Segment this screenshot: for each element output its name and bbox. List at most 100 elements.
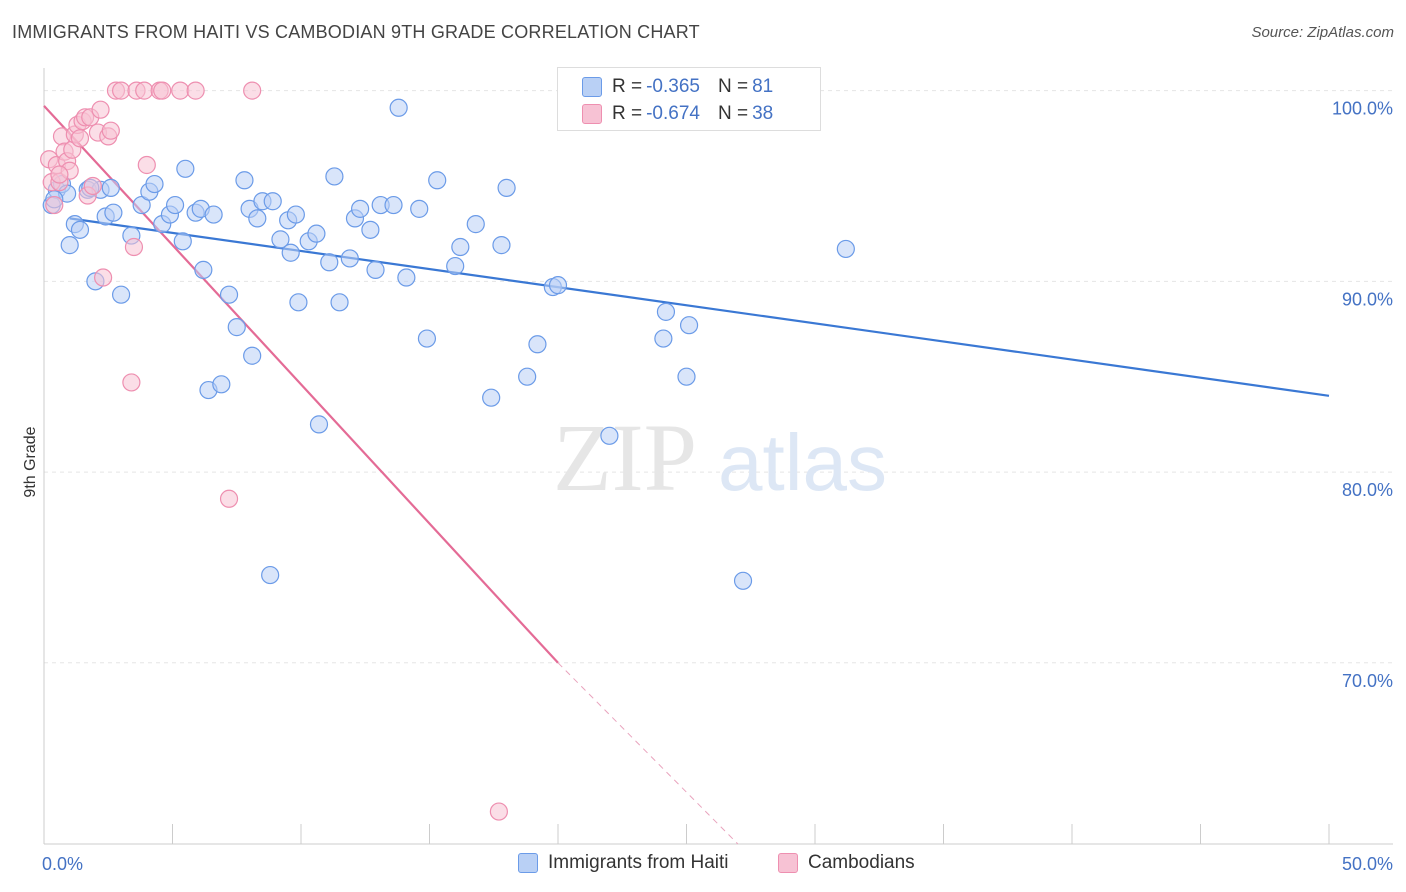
- series-name-cambodian: Cambodians: [808, 852, 915, 873]
- point-haiti: [548, 276, 568, 295]
- point-haiti: [410, 199, 429, 218]
- point-haiti: [600, 426, 619, 445]
- legend-n-label: N =: [717, 103, 749, 124]
- y-tick-label: 80.0%: [1342, 480, 1393, 500]
- point-cambodian: [124, 237, 144, 257]
- watermark-zip: ZIP: [553, 404, 697, 511]
- point-cambodian: [94, 268, 113, 287]
- point-haiti: [70, 220, 90, 239]
- point-cambodian: [153, 81, 172, 100]
- point-haiti: [836, 239, 855, 259]
- y-axis-label: 9th Grade: [22, 426, 39, 497]
- point-haiti: [165, 195, 185, 215]
- point-haiti: [132, 195, 151, 215]
- point-haiti: [389, 98, 408, 117]
- point-cambodian: [186, 81, 205, 100]
- point-haiti: [466, 215, 485, 234]
- point-cambodian: [50, 165, 69, 184]
- point-haiti: [451, 237, 470, 257]
- point-haiti: [111, 285, 131, 304]
- point-haiti: [227, 318, 246, 337]
- point-haiti: [309, 415, 329, 434]
- point-haiti: [194, 260, 213, 279]
- point-haiti: [289, 293, 308, 312]
- point-haiti: [248, 209, 267, 228]
- point-haiti: [656, 302, 676, 321]
- legend-row-haiti: R = -0.365 N = 81: [582, 74, 777, 100]
- point-cambodian: [111, 81, 131, 100]
- point-haiti: [286, 205, 305, 224]
- point-haiti: [243, 346, 262, 365]
- point-haiti: [528, 335, 547, 354]
- point-haiti: [176, 159, 195, 178]
- point-haiti: [263, 192, 282, 211]
- y-tick-label: 90.0%: [1342, 289, 1393, 309]
- point-haiti: [384, 195, 403, 215]
- point-haiti: [307, 224, 326, 243]
- series-legend-haiti: Immigrants from Haiti: [518, 852, 729, 874]
- x-tick-label-max: 50.0%: [1342, 854, 1393, 874]
- point-haiti: [235, 171, 254, 190]
- point-haiti: [733, 571, 753, 590]
- trend-line-cambodian-extension: [557, 662, 739, 845]
- point-haiti: [428, 171, 447, 190]
- legend-n-value: 38: [752, 103, 774, 124]
- y-tick-label: 100.0%: [1332, 99, 1393, 119]
- point-haiti: [366, 260, 385, 279]
- point-haiti: [271, 230, 290, 249]
- axes: [43, 68, 1393, 845]
- point-haiti: [101, 178, 120, 197]
- point-cambodian: [137, 155, 156, 175]
- legend-swatch-cambodian: [582, 104, 602, 124]
- point-haiti: [361, 220, 380, 239]
- trend-line-cambodian: [43, 105, 559, 664]
- point-haiti: [212, 375, 231, 394]
- trend-line-haiti: [69, 217, 1330, 397]
- legend-r-value: -0.365: [646, 76, 700, 97]
- x-tick-label-min: 0.0%: [42, 854, 83, 874]
- point-cambodian: [135, 81, 154, 100]
- series-name-haiti: Immigrants from Haiti: [548, 852, 729, 873]
- source-credit: Source: ZipAtlas.com: [1251, 24, 1394, 41]
- chart-title: IMMIGRANTS FROM HAITI VS CAMBODIAN 9TH G…: [12, 22, 700, 42]
- point-haiti: [492, 236, 511, 255]
- legend-r-label: R =: [612, 103, 643, 124]
- series-swatch-cambodian: [778, 853, 798, 873]
- point-haiti: [261, 565, 280, 585]
- point-cambodian: [171, 81, 190, 100]
- point-haiti: [330, 293, 349, 312]
- point-haiti: [677, 367, 696, 386]
- point-cambodian: [219, 489, 239, 508]
- point-haiti: [173, 232, 192, 251]
- correlation-legend: R = -0.365 N = 81 R = -0.674 N = 38: [557, 67, 821, 131]
- point-haiti: [320, 253, 339, 272]
- point-haiti: [417, 329, 437, 348]
- legend-r-value: -0.674: [646, 103, 700, 124]
- point-haiti: [518, 367, 537, 386]
- point-cambodian: [45, 195, 64, 215]
- point-haiti: [281, 243, 300, 262]
- point-haiti: [219, 285, 239, 304]
- point-haiti: [351, 199, 370, 218]
- point-cambodian: [489, 802, 508, 821]
- point-haiti: [497, 178, 516, 197]
- point-haiti: [104, 203, 123, 222]
- point-cambodian: [122, 373, 141, 392]
- legend-r-label: R =: [612, 76, 643, 97]
- point-haiti: [397, 268, 416, 287]
- point-haiti: [654, 329, 673, 348]
- point-haiti: [340, 249, 359, 268]
- point-cambodian: [243, 81, 262, 100]
- tick-labels: 100.0% 90.0% 80.0% 70.0% 0.0% 50.0%: [42, 99, 1393, 874]
- point-cambodian: [91, 100, 110, 119]
- point-haiti: [446, 256, 465, 276]
- watermark-atlas: atlas: [718, 418, 887, 507]
- point-haiti: [325, 167, 344, 186]
- series-swatch-haiti: [518, 853, 538, 873]
- legend-row-cambodian: R = -0.674 N = 38: [582, 101, 777, 127]
- point-haiti: [482, 388, 501, 407]
- watermark: ZIP atlas: [553, 404, 887, 511]
- legend-swatch-haiti: [582, 77, 602, 97]
- series-legend-cambodian: Cambodians: [778, 852, 915, 874]
